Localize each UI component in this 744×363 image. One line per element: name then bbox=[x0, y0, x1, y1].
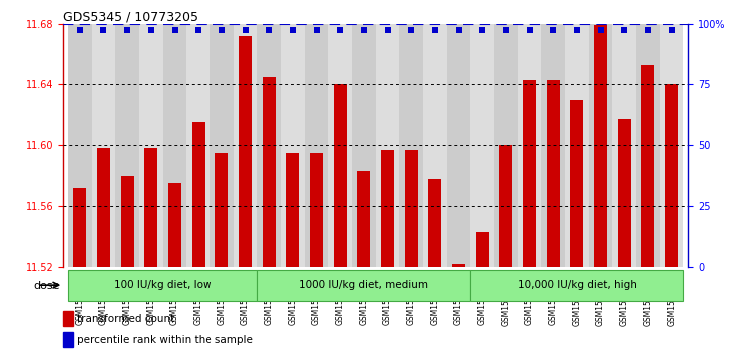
Bar bbox=[281, 24, 305, 267]
Text: percentile rank within the sample: percentile rank within the sample bbox=[77, 335, 253, 345]
Point bbox=[74, 27, 86, 33]
Bar bbox=[612, 24, 636, 267]
Text: 100 IU/kg diet, low: 100 IU/kg diet, low bbox=[114, 280, 211, 290]
Point bbox=[287, 27, 299, 33]
Point bbox=[405, 27, 417, 33]
Bar bbox=[63, 332, 73, 347]
Bar bbox=[547, 80, 559, 267]
Point bbox=[263, 27, 275, 33]
Bar bbox=[376, 24, 400, 267]
Bar bbox=[234, 24, 257, 267]
Bar bbox=[589, 24, 612, 267]
Bar bbox=[446, 24, 470, 267]
Text: 1000 IU/kg diet, medium: 1000 IU/kg diet, medium bbox=[299, 280, 429, 290]
Point bbox=[548, 27, 559, 33]
Bar bbox=[352, 24, 376, 267]
Point bbox=[429, 27, 441, 33]
Bar bbox=[210, 24, 234, 267]
Bar bbox=[239, 36, 252, 267]
Bar bbox=[571, 99, 583, 267]
Bar bbox=[334, 84, 347, 267]
Bar bbox=[470, 24, 494, 267]
Bar bbox=[494, 24, 518, 267]
Bar bbox=[305, 24, 328, 267]
Point bbox=[97, 27, 109, 33]
Bar bbox=[144, 148, 157, 267]
Point bbox=[310, 27, 322, 33]
Point bbox=[666, 27, 678, 33]
Bar bbox=[121, 176, 134, 267]
Bar bbox=[257, 24, 281, 267]
Bar bbox=[518, 24, 542, 267]
Bar bbox=[63, 311, 73, 326]
Bar bbox=[452, 264, 465, 267]
Bar bbox=[139, 24, 163, 267]
FancyBboxPatch shape bbox=[68, 270, 257, 301]
Point bbox=[571, 27, 583, 33]
Point bbox=[642, 27, 654, 33]
Bar bbox=[263, 77, 276, 267]
Bar bbox=[499, 145, 513, 267]
Bar bbox=[429, 179, 441, 267]
Point bbox=[216, 27, 228, 33]
Point bbox=[452, 27, 464, 33]
Bar bbox=[594, 25, 607, 267]
Bar bbox=[74, 188, 86, 267]
Bar bbox=[168, 183, 181, 267]
Point bbox=[358, 27, 370, 33]
Text: GDS5345 / 10773205: GDS5345 / 10773205 bbox=[63, 11, 198, 24]
Text: transformed count: transformed count bbox=[77, 314, 175, 323]
Bar bbox=[97, 148, 110, 267]
Bar bbox=[665, 84, 678, 267]
Point bbox=[169, 27, 181, 33]
Point bbox=[145, 27, 157, 33]
Bar bbox=[381, 150, 394, 267]
Bar bbox=[475, 232, 489, 267]
Bar bbox=[163, 24, 186, 267]
Point bbox=[240, 27, 251, 33]
Text: 10,000 IU/kg diet, high: 10,000 IU/kg diet, high bbox=[518, 280, 636, 290]
FancyBboxPatch shape bbox=[470, 270, 684, 301]
Point bbox=[524, 27, 536, 33]
Bar bbox=[192, 122, 205, 267]
Point bbox=[594, 27, 606, 33]
Bar bbox=[405, 150, 417, 267]
FancyBboxPatch shape bbox=[257, 270, 470, 301]
Bar bbox=[565, 24, 589, 267]
Bar bbox=[286, 153, 299, 267]
Bar bbox=[660, 24, 684, 267]
Bar bbox=[636, 24, 660, 267]
Point bbox=[192, 27, 204, 33]
Point bbox=[618, 27, 630, 33]
Bar bbox=[92, 24, 115, 267]
Bar bbox=[542, 24, 565, 267]
Text: dose: dose bbox=[33, 281, 60, 291]
Bar bbox=[400, 24, 423, 267]
Point bbox=[334, 27, 346, 33]
Bar bbox=[328, 24, 352, 267]
Bar bbox=[68, 24, 92, 267]
Bar bbox=[641, 65, 655, 267]
Bar bbox=[186, 24, 210, 267]
Bar bbox=[310, 153, 323, 267]
Bar bbox=[523, 80, 536, 267]
Bar bbox=[215, 153, 228, 267]
Bar bbox=[618, 119, 631, 267]
Point bbox=[500, 27, 512, 33]
Point bbox=[382, 27, 394, 33]
Bar bbox=[357, 171, 371, 267]
Point bbox=[121, 27, 133, 33]
Bar bbox=[423, 24, 446, 267]
Point bbox=[476, 27, 488, 33]
Bar bbox=[115, 24, 139, 267]
